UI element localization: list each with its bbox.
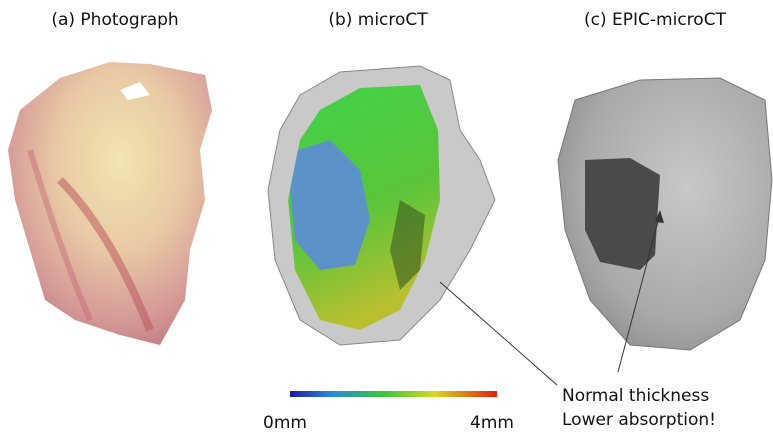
epic-microct-image [558,78,772,350]
figure: (a) Photograph (b) microCT (c) EPIC-micr… [0,0,773,434]
photograph [8,62,212,345]
microct-image [268,66,495,345]
annotation-text: Normal thickness [562,386,709,406]
panel-label: (b) microCT [328,10,428,30]
annotation-text: Lower absorption! [562,410,716,430]
colorbar-max-label: 4mm [470,413,514,433]
panel-label: (c) EPIC-microCT [584,10,727,30]
panel-label: (a) Photograph [51,10,178,30]
colorbar [290,391,497,397]
colorbar-min-label: 0mm [263,413,307,433]
annotation-line [440,282,557,385]
